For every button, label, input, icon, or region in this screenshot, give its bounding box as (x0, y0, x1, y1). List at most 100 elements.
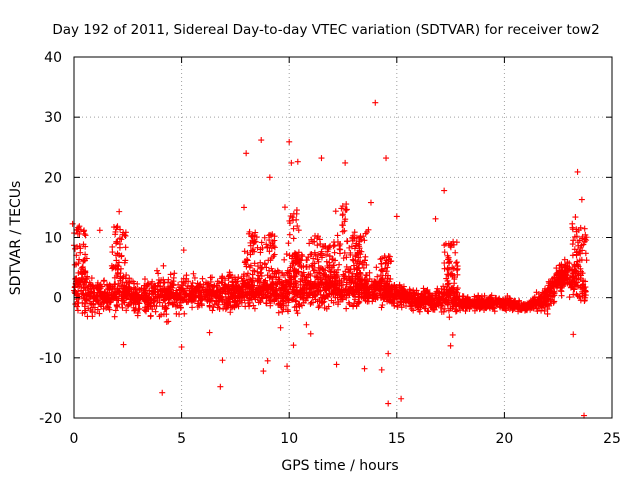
data-point (295, 249, 302, 256)
data-point (388, 283, 395, 290)
data-point (398, 395, 405, 402)
data-point (385, 272, 392, 279)
data-point (174, 302, 181, 309)
data-point (367, 199, 374, 206)
data-point (307, 300, 314, 307)
data-point (204, 280, 211, 287)
data-point (304, 257, 311, 264)
data-point (326, 259, 333, 266)
data-point (371, 292, 378, 299)
data-point (80, 228, 87, 235)
data-point (258, 272, 265, 279)
data-point (519, 302, 526, 309)
data-point (343, 201, 350, 208)
data-point (96, 227, 103, 234)
data-point (314, 298, 321, 305)
data-point (361, 365, 368, 372)
data-point (270, 253, 277, 260)
data-point (398, 298, 405, 305)
data-point (323, 272, 330, 279)
data-point (293, 270, 300, 277)
data-point (279, 293, 286, 300)
data-point (357, 234, 364, 241)
data-point (207, 287, 214, 294)
data-point (346, 301, 353, 308)
data-point (247, 251, 254, 258)
data-point (120, 341, 127, 348)
data-point (263, 300, 270, 307)
data-point (258, 239, 265, 246)
data-point (556, 280, 563, 287)
data-point (249, 275, 256, 282)
data-point (318, 155, 325, 162)
data-point (440, 283, 447, 290)
data-point (473, 299, 480, 306)
data-point (293, 210, 300, 217)
data-point (105, 304, 112, 311)
data-point (574, 262, 581, 269)
data-point (361, 237, 368, 244)
data-point (118, 253, 125, 260)
data-point (463, 304, 470, 311)
data-point (362, 230, 369, 237)
data-point (572, 281, 579, 288)
data-point (194, 304, 201, 311)
data-point (267, 273, 274, 280)
data-point (274, 267, 281, 274)
data-point (245, 284, 252, 291)
data-point (386, 278, 393, 285)
data-point (125, 283, 132, 290)
data-point (343, 254, 350, 261)
data-point (374, 273, 381, 280)
data-point (378, 266, 385, 273)
data-point (286, 278, 293, 285)
data-point (90, 285, 97, 292)
data-point (457, 307, 464, 314)
data-point (447, 244, 454, 251)
data-point (219, 357, 226, 364)
data-point (274, 280, 281, 287)
data-point (363, 261, 370, 268)
data-point (199, 275, 206, 282)
data-point (159, 389, 166, 396)
data-point (136, 300, 143, 307)
x-tick-label: 20 (495, 431, 513, 447)
data-point (349, 270, 356, 277)
data-point (243, 150, 250, 157)
data-point (235, 274, 242, 281)
data-point (249, 286, 256, 293)
data-point (297, 291, 304, 298)
data-point (576, 257, 583, 264)
data-point (339, 296, 346, 303)
data-point (366, 269, 373, 276)
data-point (445, 266, 452, 273)
data-point (251, 260, 258, 267)
data-point (292, 278, 299, 285)
data-point (271, 244, 278, 251)
data-point (136, 294, 143, 301)
data-point (579, 235, 586, 242)
data-point (523, 305, 530, 312)
data-point (293, 216, 300, 223)
data-point (136, 305, 143, 312)
data-point (174, 295, 181, 302)
data-point (515, 303, 522, 310)
data-point (293, 298, 300, 305)
data-point (298, 251, 305, 258)
x-tick-label: 5 (177, 431, 186, 447)
data-point (346, 290, 353, 297)
data-point (142, 304, 149, 311)
data-point (80, 241, 87, 248)
data-point (277, 302, 284, 309)
data-point (137, 295, 144, 302)
data-point (119, 289, 126, 296)
data-point (291, 273, 298, 280)
data-point (149, 289, 156, 296)
data-point (307, 251, 314, 258)
data-point (334, 266, 341, 273)
data-point (76, 256, 83, 263)
data-point (226, 296, 233, 303)
data-point (89, 282, 96, 289)
data-point (315, 251, 322, 258)
data-point (156, 283, 163, 290)
